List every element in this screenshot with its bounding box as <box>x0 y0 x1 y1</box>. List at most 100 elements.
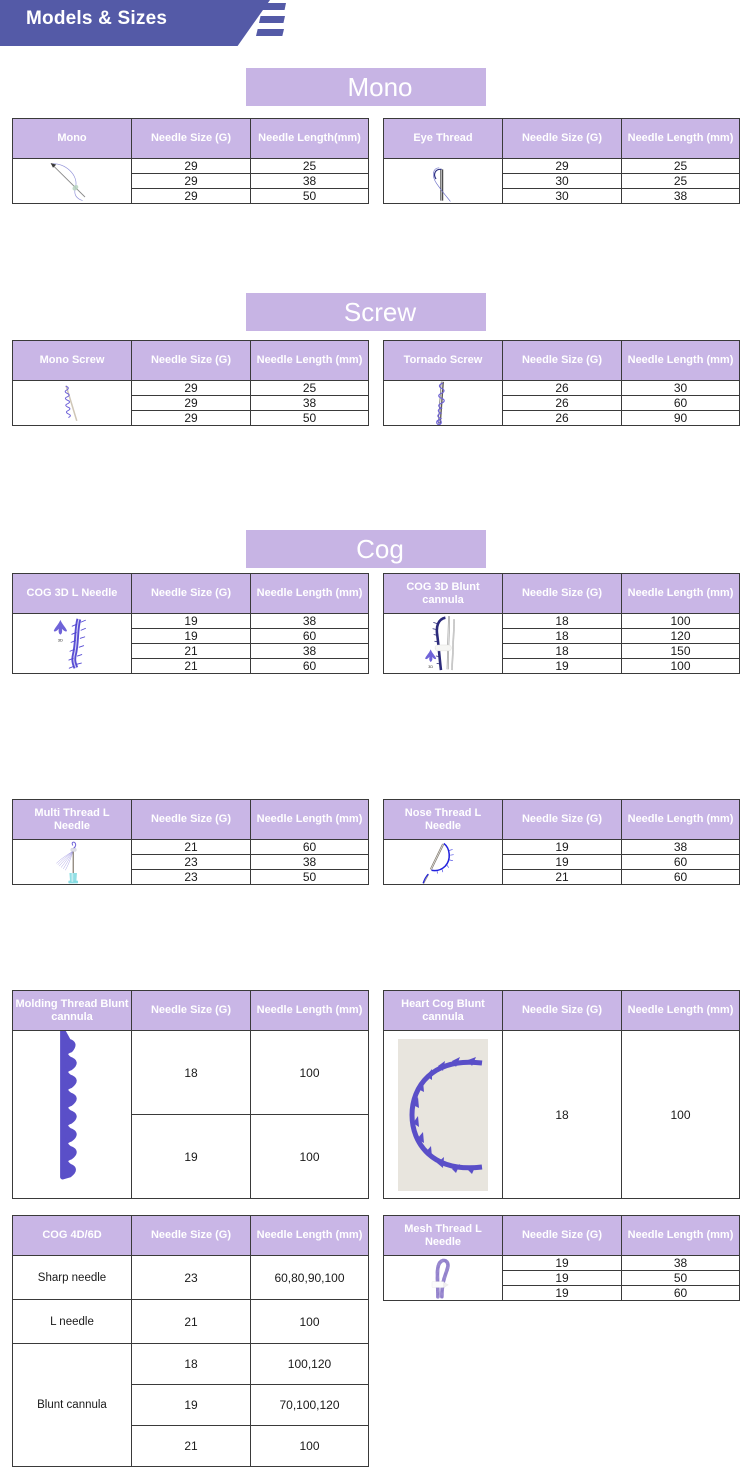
header-needle-size: Needle Size (G) <box>502 990 622 1031</box>
cell-size: 29 <box>131 188 251 204</box>
table-header-row: Multi Thread L Needle Needle Size (G) Ne… <box>12 799 369 840</box>
table-row: Sharp needle 23 60,80,90,100 <box>12 1255 369 1300</box>
cell-length: 38 <box>250 395 369 411</box>
header-needle-size: Needle Size (G) <box>131 573 251 614</box>
cell-length: 38 <box>250 173 369 189</box>
table-row: 23 50 <box>13 869 369 885</box>
cell-size: 19 <box>502 658 622 674</box>
header-needle-len: Needle Length (mm) <box>250 573 369 614</box>
page-banner: Models & Sizes <box>0 0 300 46</box>
multi-thread-l-needle-image <box>12 839 132 885</box>
header-needle-len: Needle Length (mm) <box>250 1215 369 1256</box>
header-eye-thread: Eye Thread <box>383 118 503 159</box>
header-needle-len: Needle Length (mm) <box>250 799 369 840</box>
table-eye-thread: Eye Thread Needle Size (G) Needle Length… <box>383 118 740 204</box>
mono-thread-needle-image <box>12 158 132 204</box>
cog-3d-blunt-cannula-art: 3D <box>385 615 502 673</box>
multi-thread-l-needle-art <box>14 841 131 884</box>
cell-length: 38 <box>621 839 740 855</box>
page-title: Models & Sizes <box>26 8 168 29</box>
header-needle-size: Needle Size (G) <box>131 990 251 1031</box>
cell-size: 18 <box>502 628 622 644</box>
cell-size: 18 <box>131 1030 251 1115</box>
cell-size: 21 <box>502 869 622 885</box>
table-header-row: Nose Thread L Needle Needle Size (G) Nee… <box>383 799 740 840</box>
section-title-cog: Cog <box>246 530 486 568</box>
cell-length: 60 <box>621 854 740 870</box>
table-header-row: COG 3D L Needle Needle Size (G) Needle L… <box>12 573 369 614</box>
cell-size: 18 <box>131 1343 251 1385</box>
cell-length: 38 <box>250 613 369 629</box>
molding-thread-art <box>14 1031 131 1198</box>
table-header-row: COG 3D Blunt cannula Needle Size (G) Nee… <box>383 573 740 614</box>
header-needle-len: Needle Length (mm) <box>621 573 740 614</box>
svg-text:3D: 3D <box>58 637 63 642</box>
cell-length: 150 <box>621 643 740 659</box>
cell-size: 30 <box>502 188 622 204</box>
header-cog-3d-l-needle: COG 3D L Needle <box>12 573 132 614</box>
cell-size: 19 <box>502 839 622 855</box>
cell-size: 29 <box>131 410 251 426</box>
header-needle-len: Needle Length (mm) <box>621 118 740 159</box>
table-header-row: COG 4D/6D Needle Size (G) Needle Length … <box>12 1215 369 1256</box>
table-mono-screw: Mono Screw Needle Size (G) Needle Length… <box>12 340 369 426</box>
cell-length: 50 <box>250 869 369 885</box>
header-multi-thread-l-needle: Multi Thread L Needle <box>12 799 132 840</box>
table-mono: Mono Needle Size (G) Needle Length(mm) 2… <box>12 118 369 204</box>
cell-size: 19 <box>502 1270 622 1286</box>
cell-size: 23 <box>131 1255 251 1300</box>
cell-length: 25 <box>621 158 740 174</box>
table-row: 30 38 <box>384 188 740 204</box>
header-needle-len: Needle Length (mm) <box>621 799 740 840</box>
table-row: 19 100 <box>13 1114 369 1199</box>
mono-screw-art <box>14 382 131 425</box>
cell-length: 100 <box>621 658 740 674</box>
cell-length: 38 <box>621 188 740 204</box>
tornado-screw-art <box>385 381 502 425</box>
header-needle-len: Needle Length (mm) <box>621 1215 740 1256</box>
cell-size: 26 <box>502 410 622 426</box>
table-cog-3d-l-needle: COG 3D L Needle Needle Size (G) Needle L… <box>12 573 369 674</box>
table-row: 19 100 <box>384 658 740 674</box>
table-row: 19 60 <box>384 1285 740 1301</box>
section-title-mono: Mono <box>246 68 486 106</box>
cell-size: 29 <box>131 395 251 411</box>
cell-size: 29 <box>502 158 622 174</box>
table-row: 23 38 <box>13 854 369 870</box>
cog-3d-l-needle-image: 3D <box>12 613 132 674</box>
cell-length: 70,100,120 <box>250 1384 369 1426</box>
table-multi-thread-l-needle: Multi Thread L Needle Needle Size (G) Ne… <box>12 799 369 885</box>
cell-length: 38 <box>250 854 369 870</box>
table-header-row: Eye Thread Needle Size (G) Needle Length… <box>383 118 740 159</box>
eye-thread-art <box>385 160 502 203</box>
table-row: 19 38 <box>383 839 740 885</box>
cell-length: 100 <box>250 1030 369 1115</box>
cell-size: 21 <box>131 1299 251 1344</box>
header-needle-size: Needle Size (G) <box>502 573 622 614</box>
cell-size: 19 <box>131 1384 251 1426</box>
mono-screw-thread-image <box>12 380 132 426</box>
table-tornado-screw: Tornado Screw Needle Size (G) Needle Len… <box>383 340 740 426</box>
cell-size: 21 <box>131 658 251 674</box>
table-row: 29 50 <box>13 410 369 426</box>
cell-length: 60 <box>621 869 740 885</box>
header-molding-thread-blunt-cannula: Molding Thread Blunt cannula <box>12 990 132 1031</box>
cell-size: 18 <box>502 1030 622 1199</box>
table-row: 29 25 <box>12 158 369 204</box>
table-row: 18 100 <box>12 1030 369 1199</box>
header-needle-len: Needle Length (mm) <box>621 340 740 381</box>
cell-size: 21 <box>131 643 251 659</box>
cell-length: 100,120 <box>250 1343 369 1385</box>
header-nose-thread-l-needle: Nose Thread L Needle <box>383 799 503 840</box>
table-row: 26 30 <box>383 380 740 426</box>
table-row: 21 60 <box>384 869 740 885</box>
cell-length: 25 <box>250 158 369 174</box>
header-cog-3d-blunt-cannula: COG 3D Blunt cannula <box>383 573 503 614</box>
cell-size: 18 <box>502 643 622 659</box>
header-needle-len: Needle Length(mm) <box>250 118 369 159</box>
cell-length: 90 <box>621 410 740 426</box>
header-needle-len: Needle Length (mm) <box>250 990 369 1031</box>
cell-length: 60 <box>621 1285 740 1301</box>
header-needle-size: Needle Size (G) <box>502 799 622 840</box>
cell-length: 100 <box>621 613 740 629</box>
